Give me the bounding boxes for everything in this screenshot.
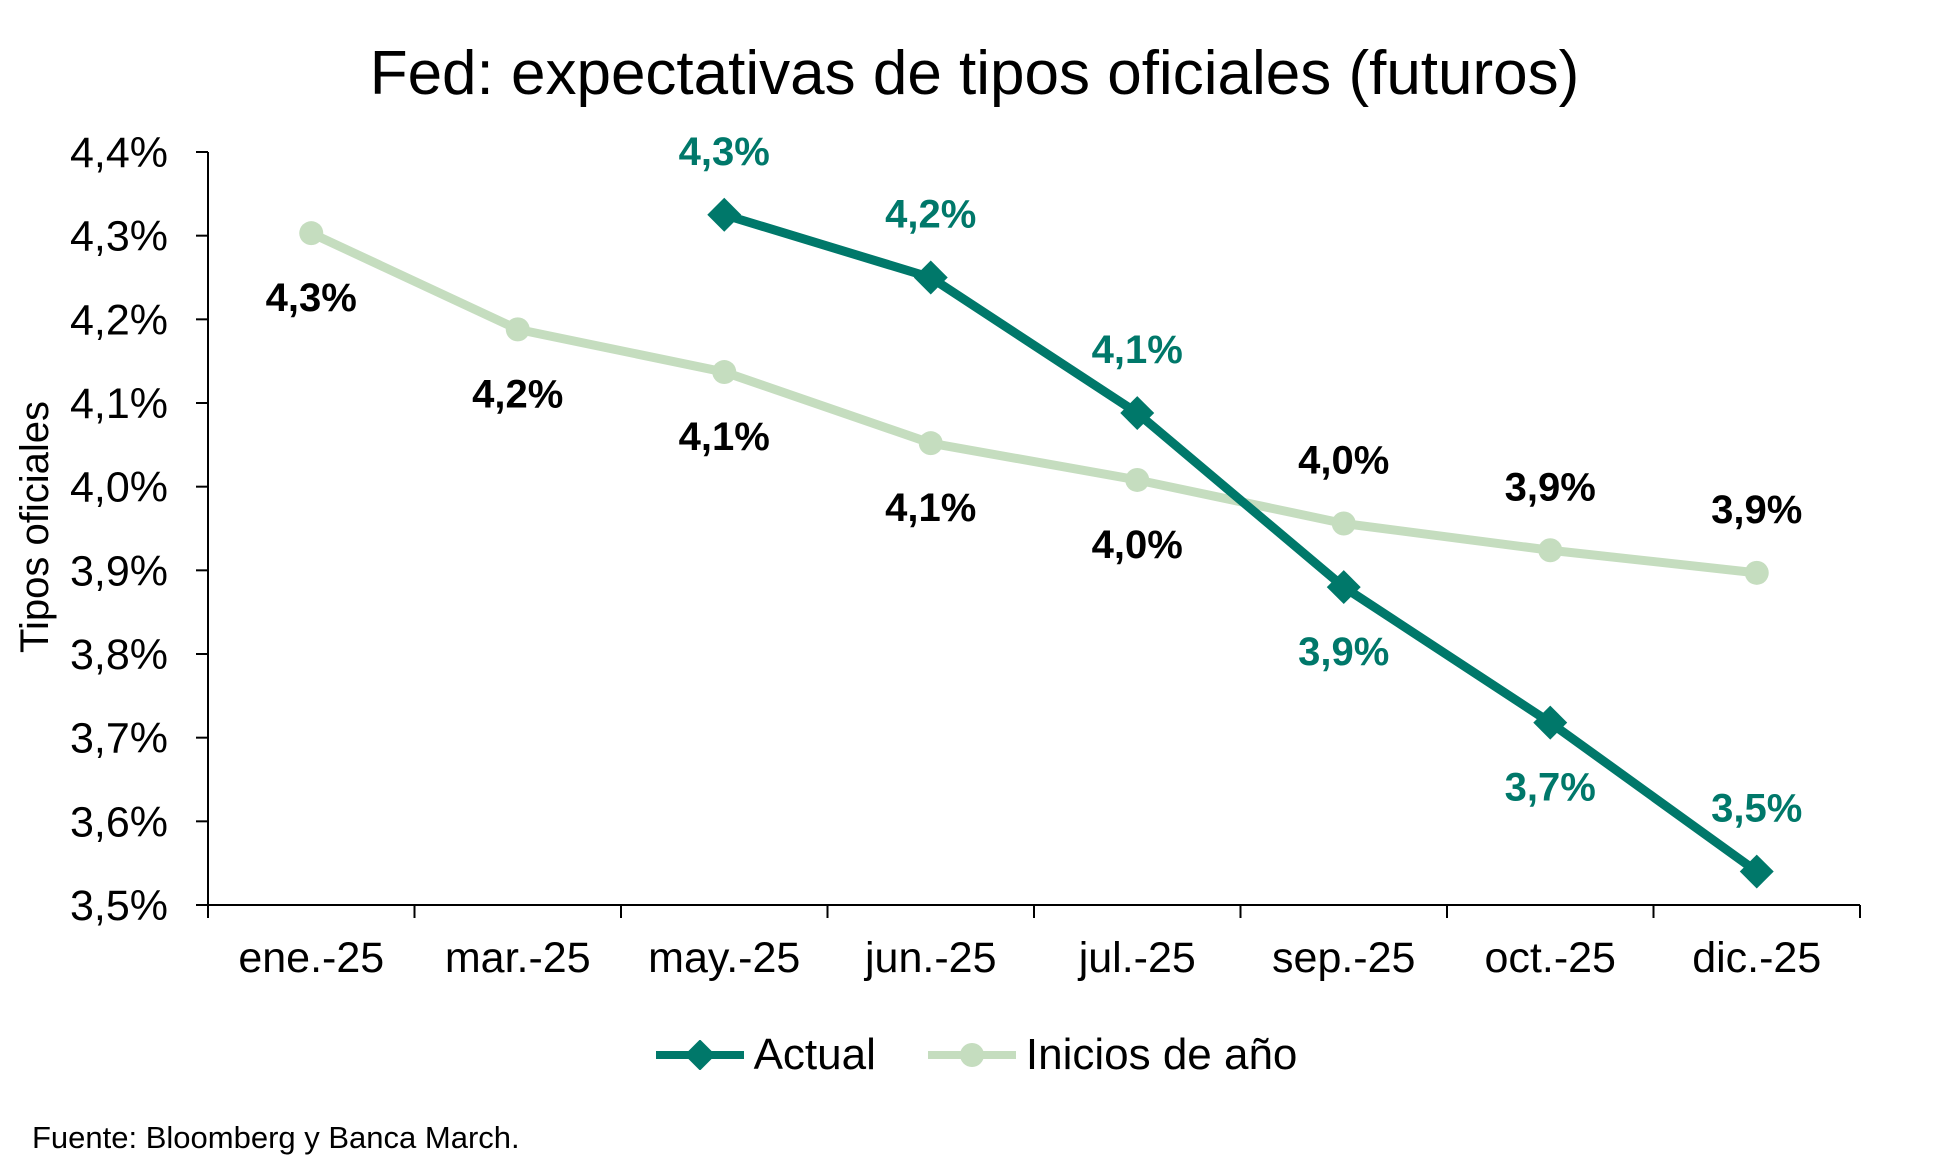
series-line-inicios (309, 229, 1758, 578)
legend-item-actual: Actual (652, 1030, 876, 1080)
x-tick-label: jul.-25 (1077, 934, 1196, 982)
data-point-actual (707, 197, 742, 232)
legend-label-inicios: Inicios de año (1025, 1030, 1298, 1079)
data-point-inicios (1125, 467, 1150, 492)
data-point-actual (1533, 705, 1568, 740)
data-label-inicios: 4,1% (679, 415, 770, 459)
data-label-inicios: 4,0% (1092, 523, 1183, 567)
chart-title: Fed: expectativas de tipos oficiales (fu… (369, 39, 1580, 108)
data-point-inicios (712, 360, 737, 385)
data-label-inicios: 4,0% (1298, 438, 1389, 482)
data-label-inicios: 4,3% (266, 276, 357, 320)
legend-swatch-inicios (927, 1043, 1016, 1067)
y-tick-label: 3,8% (70, 631, 168, 679)
data-label-inicios: 3,9% (1505, 465, 1596, 509)
axes (207, 152, 1860, 906)
data-point-inicios (918, 431, 943, 456)
y-tick-label: 4,3% (70, 213, 168, 261)
data-labels: 4,3% 4,2% 4,1% 3,9% 3,7% 3,5% 4,3% 4,2% 4,1% 4,1%… (266, 130, 1803, 831)
x-axis-ticks: ene.-25 mar.-25 may.-25 jun.-25 jul.-25 sep.-… (207, 905, 1861, 982)
data-label-actual: 3,7% (1505, 766, 1596, 810)
x-tick-label: oct.-25 (1485, 934, 1616, 982)
data-point-actual (1326, 570, 1361, 605)
x-tick-label: ene.-25 (238, 934, 384, 982)
y-axis-label: Tipos oficiales (13, 401, 57, 653)
data-label-actual: 4,1% (1092, 328, 1183, 372)
y-tick-label: 3,9% (70, 547, 168, 595)
y-tick-label: 4,2% (70, 296, 168, 344)
series-layer (299, 197, 1774, 889)
x-tick-label: sep.-25 (1272, 934, 1415, 982)
data-point-inicios (299, 221, 324, 246)
y-axis-ticks: 3,5% 3,6% 3,7% 3,8% 3,9% 4,0% 4,1% 4,2% 4,3% 4,4% (70, 129, 208, 930)
y-tick-label: 3,5% (70, 882, 168, 930)
data-label-inicios: 4,1% (885, 486, 976, 530)
legend-item-inicios: Inicios de año (924, 1030, 1298, 1080)
legend: Actual Inicios de año (0, 1030, 1949, 1080)
x-tick-label: dic.-25 (1692, 934, 1821, 982)
data-label-inicios: 4,2% (472, 372, 563, 416)
data-point-actual (1739, 854, 1774, 889)
data-point-inicios (1331, 511, 1356, 536)
data-label-actual: 3,9% (1298, 630, 1389, 674)
y-tick-label: 4,0% (70, 464, 168, 512)
y-tick-label: 4,4% (70, 129, 168, 177)
x-tick-label: may.-25 (648, 934, 800, 982)
x-tick-label: mar.-25 (445, 934, 591, 982)
data-label-actual: 4,3% (679, 130, 770, 174)
series-line-actual (722, 210, 1760, 876)
data-label-actual: 3,5% (1711, 787, 1802, 831)
legend-label-actual: Actual (753, 1030, 876, 1079)
y-tick-label: 3,7% (70, 715, 168, 763)
data-point-inicios (1538, 538, 1563, 563)
data-label-actual: 4,2% (885, 193, 976, 237)
y-tick-label: 4,1% (70, 380, 168, 428)
data-point-inicios (505, 317, 530, 342)
data-label-inicios: 3,9% (1711, 488, 1802, 532)
y-tick-label: 3,6% (70, 798, 168, 846)
data-point-actual (1120, 396, 1155, 431)
data-point-inicios (1744, 560, 1769, 585)
data-point-actual (913, 260, 948, 295)
legend-swatch-actual (655, 1040, 744, 1070)
source-note: Fuente: Bloomberg y Banca March. (32, 1120, 520, 1155)
x-tick-label: jun.-25 (863, 934, 996, 982)
